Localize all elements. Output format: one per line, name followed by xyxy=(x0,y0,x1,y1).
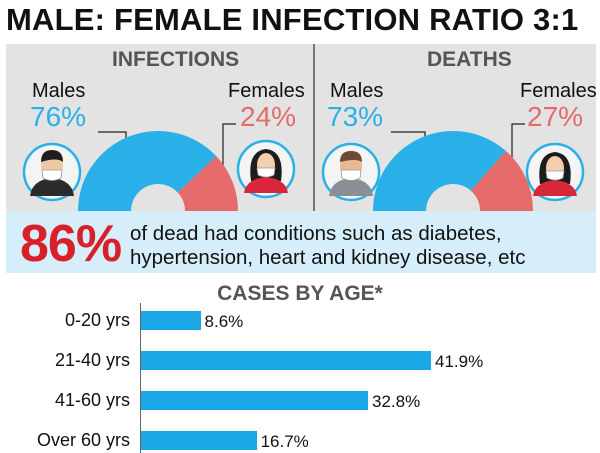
deaths-male-pct: 73% xyxy=(327,101,384,132)
male-avatar-icon xyxy=(22,142,82,202)
infections-graphic xyxy=(22,123,296,211)
age-category-label: 21-40 yrs xyxy=(54,350,130,370)
age-bar-value: 41.9% xyxy=(435,352,484,371)
male-avatar-icon xyxy=(321,142,381,202)
infections-female-label: Females xyxy=(228,80,305,102)
deaths-heading: DEATHS xyxy=(427,48,512,71)
deaths-male-slice xyxy=(373,131,506,211)
infections-female-pct: 24% xyxy=(240,101,297,132)
age-category-label: Over 60 yrs xyxy=(36,430,130,450)
callout-big-percent: 86% xyxy=(20,215,122,273)
deaths-female-slice xyxy=(470,150,533,211)
age-bar xyxy=(141,431,257,450)
age-bar-value: 16.7% xyxy=(260,432,309,451)
age-chart-title: CASES BY AGE* xyxy=(217,282,383,305)
infections-male-label: Males xyxy=(32,80,86,102)
callout-line-1: of dead had conditions such as diabetes, xyxy=(130,222,502,245)
infections-heading: INFECTIONS xyxy=(112,48,240,71)
callout-line-2: hypertension, heart and kidney disease, … xyxy=(130,246,526,269)
comorbidity-callout xyxy=(6,211,596,273)
deaths-male-label: Males xyxy=(330,80,384,102)
deaths-female-pct: 27% xyxy=(527,101,584,132)
callout-text: of dead had conditions such as diabetes,… xyxy=(130,222,590,270)
deaths-graphic xyxy=(321,123,585,211)
female-leader-line xyxy=(511,123,525,166)
female-leader-line xyxy=(222,123,236,166)
age-bar-value: 8.6% xyxy=(204,312,244,331)
female-avatar-icon xyxy=(236,139,296,199)
panel-divider xyxy=(313,44,315,211)
age-bar-value: 32.8% xyxy=(372,392,421,411)
age-category-label: 41-60 yrs xyxy=(54,390,130,410)
age-chart-axis xyxy=(140,303,141,453)
age-bar xyxy=(141,351,431,370)
infections-male-pct: 76% xyxy=(30,101,87,132)
age-bar xyxy=(141,391,369,410)
infections-female-slice xyxy=(177,156,238,211)
age-category-label: 0-20 yrs xyxy=(64,310,130,330)
age-bar xyxy=(141,311,201,330)
female-avatar-icon xyxy=(525,142,585,202)
deaths-female-label: Females xyxy=(520,80,597,102)
infections-male-slice xyxy=(78,131,217,211)
page-title: MALE: FEMALE INFECTION RATIO 3:1 xyxy=(6,2,579,37)
